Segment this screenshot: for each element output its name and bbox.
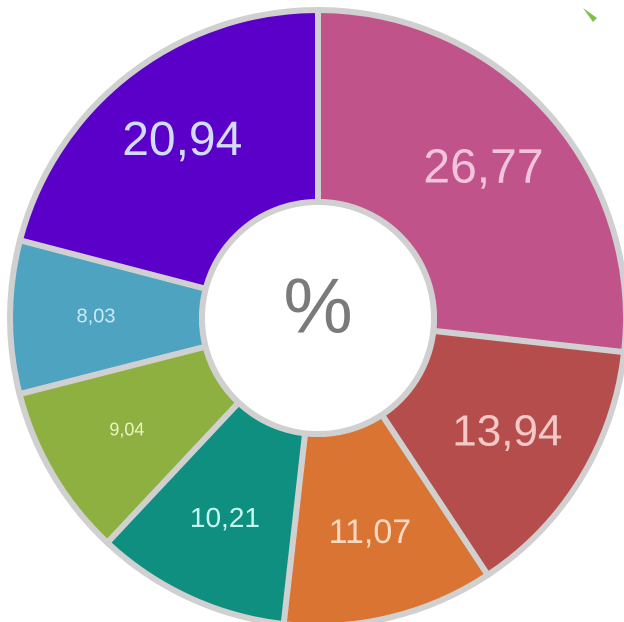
value-label: 26,77 bbox=[423, 141, 543, 194]
value-label: 13,94 bbox=[452, 407, 562, 456]
slices bbox=[7, 6, 624, 622]
center-label: % bbox=[283, 262, 352, 350]
value-label: 8,03 bbox=[77, 306, 116, 328]
value-label: 11,07 bbox=[329, 513, 412, 551]
value-label: 9,04 bbox=[109, 420, 144, 440]
donut-hole bbox=[199, 199, 437, 437]
check-icon bbox=[583, 8, 597, 22]
value-label: 10,21 bbox=[190, 502, 260, 533]
value-label: 20,94 bbox=[122, 113, 242, 166]
